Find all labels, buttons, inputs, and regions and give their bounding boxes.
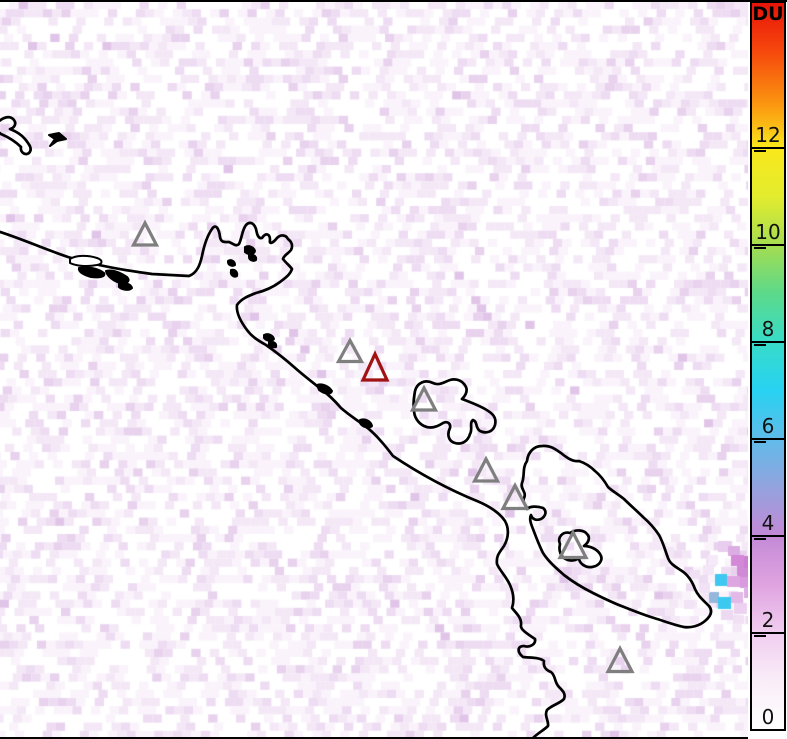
coastline-bay-islet-3 <box>227 259 236 267</box>
coastline-coast-islet-3 <box>316 383 333 395</box>
coastline-bay-islet-4 <box>229 268 239 278</box>
coastline-islet-arrow <box>48 132 67 147</box>
coastline-bay-islet-1 <box>244 245 256 256</box>
colorbar-tick-line <box>750 243 786 246</box>
colorbar-tick-label: 0 <box>761 705 775 729</box>
volcano-marker <box>605 645 635 674</box>
coastline-coast-islet-2 <box>267 340 278 349</box>
coastline-mainland-coast <box>0 221 566 739</box>
coastline-island-large-southeast <box>520 444 713 629</box>
colorbar-tick-dash <box>754 343 766 347</box>
volcano-marker <box>557 529 589 560</box>
coastline-islet-chain-outline <box>69 254 103 268</box>
volcano-marker <box>471 455 501 483</box>
colorbar-tick-dash <box>754 246 766 250</box>
volcano-marker <box>409 384 439 412</box>
colorbar-gradient <box>750 1 786 731</box>
coastline-coast-islet-1 <box>263 333 275 342</box>
colorbar-tick-label: 12 <box>755 122 781 147</box>
satellite-pixel-layer <box>0 0 748 739</box>
coastline-bay-islet-2 <box>248 253 258 262</box>
map-frame-top <box>0 0 787 3</box>
volcano-marker <box>360 350 390 382</box>
volcano-marker <box>500 482 530 511</box>
colorbar-tick-line <box>750 340 786 343</box>
coastline-islet-chain-c <box>105 269 130 285</box>
colorbar-tick-label: 2 <box>761 607 775 632</box>
volcano-marker <box>130 219 160 247</box>
coastline-island-lobed <box>412 378 497 445</box>
colorbar-tick-line <box>750 631 786 634</box>
colorbar-tick-label: 10 <box>755 219 781 244</box>
colorbar-tick-line <box>750 437 786 440</box>
colorbar-tick-label: 8 <box>761 316 775 341</box>
coastline-island-northwest <box>0 115 32 156</box>
coastline-coast-islet-4 <box>359 418 373 429</box>
volcano-marker <box>335 337 365 364</box>
colorbar-unit-label: DU <box>752 3 784 25</box>
colorbar-tick-label: 6 <box>761 413 775 438</box>
colorbar-tick-dash <box>754 634 766 638</box>
colorbar-tick-line <box>750 534 786 537</box>
colorbar-tick-dash <box>754 440 766 444</box>
coastline-islet-chain-b <box>77 266 106 279</box>
map-frame-bottom <box>0 736 748 739</box>
colorbar-tick-dash <box>754 537 766 541</box>
colorbar-tick-line <box>750 146 786 149</box>
colorbar-tick-label: 4 <box>761 510 775 535</box>
coastline-islet-chain-d <box>118 282 133 291</box>
coastline-crater-lake <box>557 529 603 569</box>
colorbar-tick-dash <box>754 149 766 153</box>
